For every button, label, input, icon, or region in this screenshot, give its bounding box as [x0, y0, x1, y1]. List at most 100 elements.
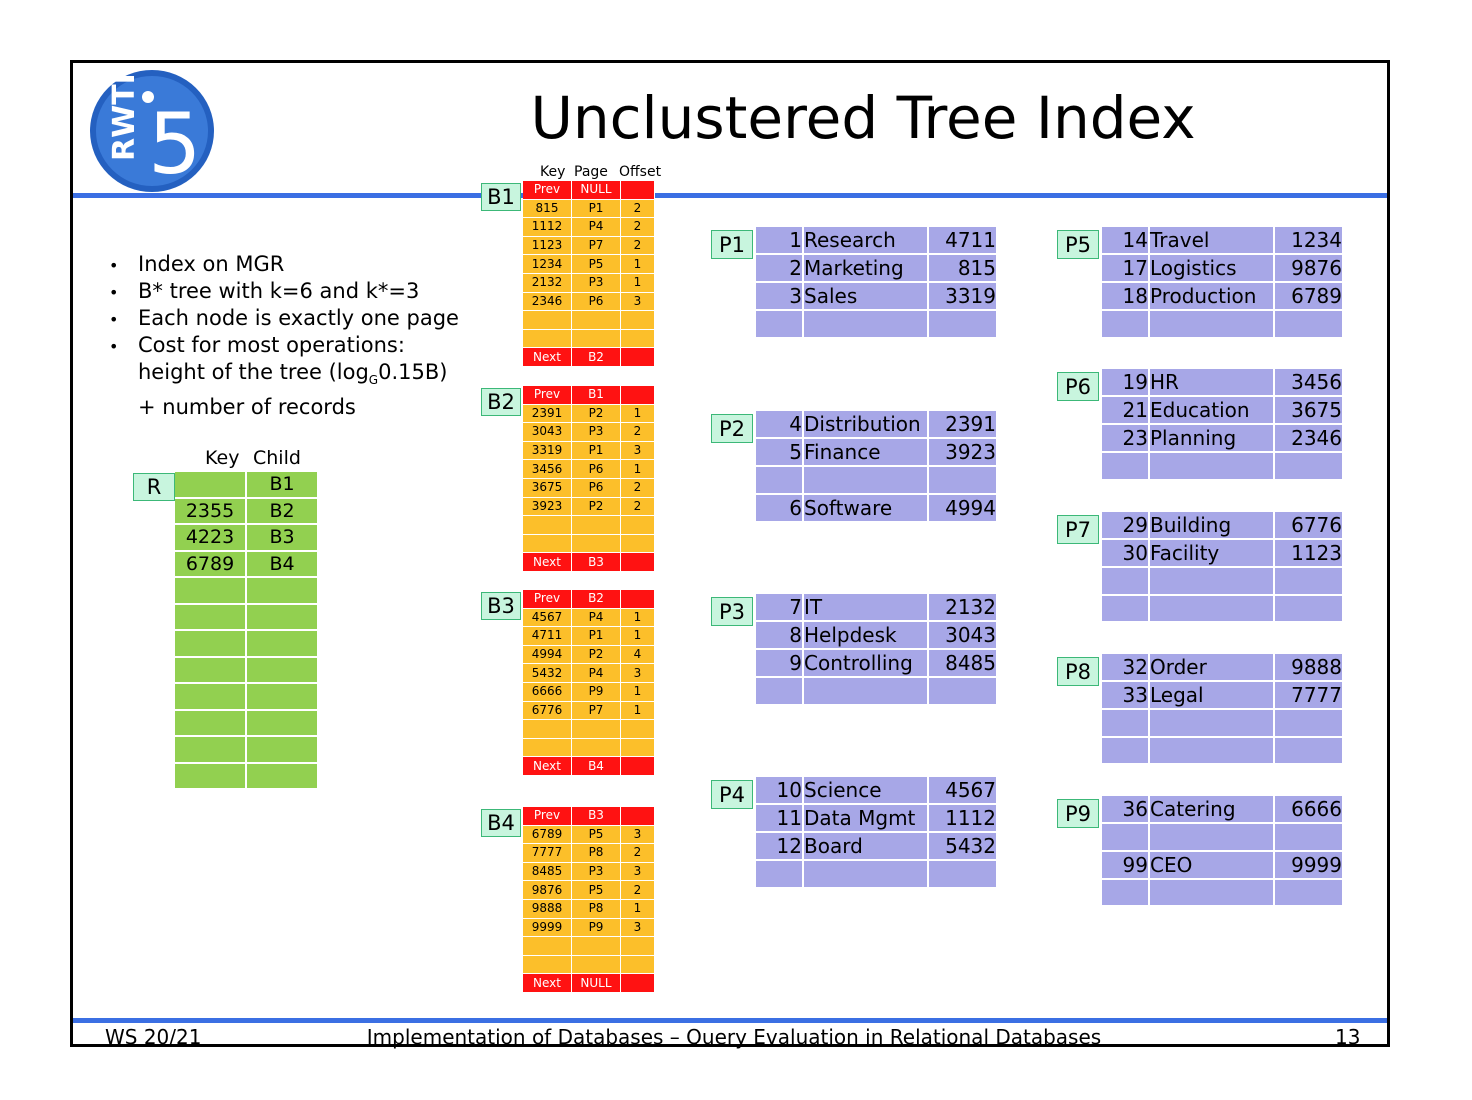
record-name-cell [1150, 568, 1275, 596]
leaf-page-cell: NULL [572, 181, 621, 200]
record-row: 19 HR 3456 [1102, 369, 1344, 397]
record-mgr-cell [1275, 595, 1344, 624]
record-id-cell [1102, 879, 1150, 908]
bullet-text: Cost for most operations: [138, 333, 405, 357]
record-name-cell: Software [804, 494, 929, 523]
record-row: 17 Logistics 9876 [1102, 255, 1344, 283]
record-row: 30 Facility 1123 [1102, 540, 1344, 568]
record-mgr-cell: 9876 [1275, 255, 1344, 283]
leaf-page-cell: B3 [572, 553, 621, 572]
leaf-key-cell: 1123 [523, 236, 572, 256]
record-row [756, 678, 998, 706]
leaf-entry-row: 4711 P1 1 [523, 627, 655, 646]
data-page-table: 4 Distribution 2391 5 Finance 3923 6 Software 49… [756, 411, 998, 523]
record-id-cell [1102, 568, 1150, 596]
record-row [1102, 824, 1344, 852]
leaf-key-cell: 9876 [523, 881, 572, 900]
leaf-key-cell: Next [523, 974, 572, 993]
root-key-cell [175, 737, 247, 764]
leaf-page-cell: P2 [572, 404, 621, 424]
leaf-entry-row [523, 720, 655, 739]
leaf-entry-row: 2132 P3 1 [523, 273, 655, 293]
record-name-cell: CEO [1150, 851, 1275, 880]
leaf-entry-row: 6776 P7 1 [523, 701, 655, 721]
record-id-cell: 33 [1102, 682, 1150, 710]
record-mgr-cell: 1234 [1275, 227, 1344, 255]
root-key-cell: 2355 [175, 498, 247, 525]
root-child-cell [247, 763, 319, 790]
record-row: 2 Marketing 815 [756, 255, 998, 283]
leaf-entry-row: 3043 P3 2 [523, 423, 655, 442]
leaf-entry-row: 815 P1 2 [523, 199, 655, 219]
record-row: 10 Science 4567 [756, 777, 998, 805]
root-row [175, 763, 319, 790]
root-row [175, 657, 319, 684]
page-label: P6 [1057, 372, 1099, 401]
record-row [1102, 879, 1344, 908]
leaf-key-cell: 3456 [523, 460, 572, 479]
leaf-entry-row: 1123 P7 2 [523, 236, 655, 256]
record-name-cell: Controlling [804, 650, 929, 678]
leaf-entry-row: 6666 P9 1 [523, 682, 655, 702]
leaf-key-cell: Prev [523, 386, 572, 405]
leaf-node-table: Prev B3 6789 P5 3 7777 P8 2 8485 P3 3 9876 P5 2 9888 P8… [523, 807, 655, 993]
leaf-page-cell [572, 738, 621, 758]
record-mgr-cell: 6666 [1275, 796, 1344, 824]
record-name-cell [1150, 311, 1275, 339]
leaf-key-cell [523, 738, 572, 758]
data-page-table: 36 Catering 6666 99 CEO 9999 [1102, 796, 1344, 908]
root-child-cell: B4 [247, 551, 319, 578]
leaf-key-cell: Next [523, 553, 572, 572]
leaf-key-cell: 3319 [523, 441, 572, 461]
record-name-cell: Production [1150, 283, 1275, 311]
leaf-key-cell: 6776 [523, 701, 572, 721]
leaf-page-cell: B4 [572, 757, 621, 776]
record-mgr-cell [1275, 311, 1344, 339]
leaf-offset-cell: 2 [621, 236, 655, 256]
root-child-cell [247, 631, 319, 658]
record-name-cell: Research [804, 227, 929, 255]
leaf-entry-row [523, 516, 655, 535]
leaf-page-cell: P8 [572, 844, 621, 863]
leaf-offset-cell: 1 [621, 255, 655, 274]
leaf-page-cell: P4 [572, 608, 621, 628]
record-name-cell: Legal [1150, 682, 1275, 710]
leaf-offset-cell: 1 [621, 460, 655, 479]
leaf-offset-cell: 1 [621, 404, 655, 424]
leaf-key-cell: Prev [523, 590, 572, 609]
leaf-entry-row [523, 937, 655, 956]
record-mgr-cell: 8485 [929, 650, 998, 678]
leaf-offset-cell: 2 [621, 478, 655, 498]
record-mgr-cell: 2391 [929, 411, 998, 439]
record-mgr-cell: 9888 [1275, 654, 1344, 682]
record-row [1102, 737, 1344, 766]
leaf-prev-row: Prev NULL [523, 181, 655, 200]
record-name-cell: Facility [1150, 540, 1275, 568]
record-mgr-cell: 3675 [1275, 397, 1344, 425]
leaf-key-cell: 2346 [523, 292, 572, 312]
leaf-key-cell: Next [523, 757, 572, 776]
root-key-cell [175, 604, 247, 631]
record-mgr-cell: 3319 [929, 283, 998, 311]
root-child-cell [247, 578, 319, 605]
record-row: 14 Travel 1234 [1102, 227, 1344, 255]
record-mgr-cell [1275, 568, 1344, 596]
record-mgr-cell [1275, 879, 1344, 908]
leaf-offset-cell [621, 937, 655, 956]
leaf-page-cell: P6 [572, 460, 621, 479]
record-id-cell: 14 [1102, 227, 1150, 255]
record-row: 33 Legal 7777 [1102, 682, 1344, 710]
leaf-entry-row [523, 329, 655, 349]
record-id-cell: 29 [1102, 512, 1150, 540]
leaf-page-cell: B3 [572, 807, 621, 826]
record-row [1102, 710, 1344, 738]
leaf-offset-cell: 3 [621, 441, 655, 461]
record-mgr-cell: 1112 [929, 805, 998, 833]
leaf-offset-cell [621, 534, 655, 554]
leaf-entry-row: 3319 P1 3 [523, 441, 655, 461]
root-key-cell [175, 684, 247, 711]
leaf-page-cell: P7 [572, 701, 621, 721]
logo-vertical-text: RWTH [107, 69, 142, 161]
record-row: 5 Finance 3923 [756, 439, 998, 467]
record-mgr-cell: 5432 [929, 833, 998, 861]
